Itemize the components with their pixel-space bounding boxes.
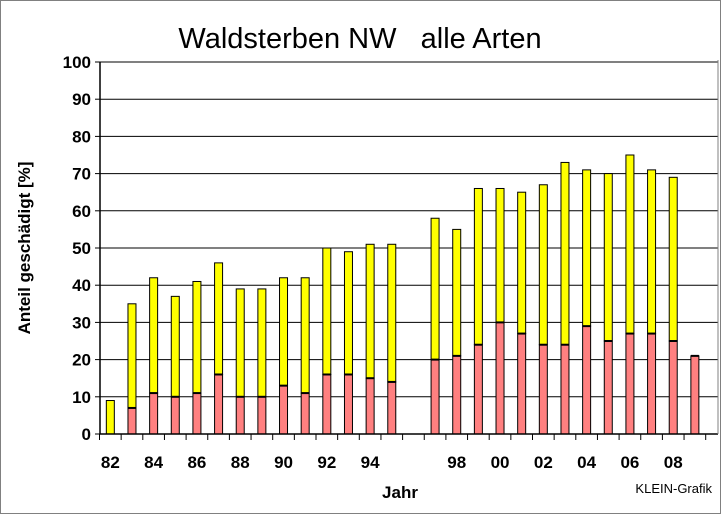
x-tick-label: 92 bbox=[317, 453, 336, 472]
bar-severe-92 bbox=[322, 373, 332, 435]
bar-total-00 bbox=[495, 187, 505, 323]
bar-severe-90 bbox=[279, 385, 289, 435]
y-tick-label: 10 bbox=[72, 388, 91, 407]
bar-severe-85 bbox=[170, 396, 180, 435]
y-tick-label: 0 bbox=[82, 425, 91, 444]
chart-title: Waldsterben NW alle Arten bbox=[178, 23, 541, 55]
x-tick-label: 88 bbox=[231, 453, 250, 472]
x-axis-label: Jahr bbox=[382, 483, 418, 502]
bar-severe-84 bbox=[149, 392, 159, 435]
y-tick-label: 60 bbox=[72, 202, 91, 221]
x-tick-label: 86 bbox=[187, 453, 206, 472]
y-tick-label: 20 bbox=[72, 351, 91, 370]
bar-severe-89 bbox=[257, 396, 267, 435]
bar-severe-86 bbox=[192, 392, 202, 435]
bar-total-83 bbox=[127, 303, 137, 409]
x-tick-label: 06 bbox=[620, 453, 639, 472]
credit-label: KLEIN-Grafik bbox=[635, 481, 712, 496]
bar-severe-91 bbox=[300, 392, 310, 435]
bar-severe-03 bbox=[560, 344, 570, 435]
bar-severe-08 bbox=[668, 340, 678, 435]
bar-total-99 bbox=[473, 187, 483, 346]
bar-total-88 bbox=[235, 288, 245, 398]
bar-severe-06 bbox=[625, 333, 635, 435]
x-tick-label: 08 bbox=[664, 453, 683, 472]
bar-severe-88 bbox=[235, 396, 245, 435]
x-tick-label: 00 bbox=[491, 453, 510, 472]
bar-severe-05 bbox=[603, 340, 613, 435]
bar-severe-09 bbox=[690, 355, 700, 435]
y-tick-label: 30 bbox=[72, 313, 91, 332]
bar-total-94 bbox=[365, 243, 375, 379]
bar-total-04 bbox=[582, 169, 592, 327]
x-tick-label: 94 bbox=[361, 453, 380, 472]
x-tick-label: 98 bbox=[447, 453, 466, 472]
y-tick-label: 90 bbox=[72, 90, 91, 109]
bar-total-98 bbox=[452, 228, 462, 357]
bar-total-06 bbox=[625, 154, 635, 335]
bar-severe-00 bbox=[495, 321, 505, 435]
bar-total-90 bbox=[279, 277, 289, 387]
y-tick-label: 100 bbox=[63, 53, 91, 72]
bar-severe-94 bbox=[365, 377, 375, 435]
x-tick-label: 84 bbox=[144, 453, 163, 472]
bar-severe-93 bbox=[343, 373, 353, 435]
bar-severe-95 bbox=[387, 381, 397, 435]
x-tick-label: 82 bbox=[101, 453, 120, 472]
x-tick-label: 90 bbox=[274, 453, 293, 472]
bar-total-85 bbox=[170, 295, 180, 398]
bar-severe-99 bbox=[473, 344, 483, 435]
bar-total-89 bbox=[257, 288, 267, 398]
bar-total-05 bbox=[603, 173, 613, 342]
bar-severe-04 bbox=[582, 325, 592, 435]
y-tick-label: 80 bbox=[72, 127, 91, 146]
x-tick-label: 02 bbox=[534, 453, 553, 472]
y-tick-label: 40 bbox=[72, 276, 91, 295]
bar-total-86 bbox=[192, 280, 202, 394]
bar-total-93 bbox=[343, 251, 353, 375]
bar-severe-07 bbox=[647, 333, 657, 435]
bar-total-82 bbox=[105, 400, 115, 435]
bar-total-03 bbox=[560, 161, 570, 346]
bar-severe-02 bbox=[538, 344, 548, 435]
y-axis-label: Anteil geschädigt [%] bbox=[15, 162, 34, 335]
bar-severe-87 bbox=[214, 373, 224, 435]
bar-severe-98 bbox=[452, 355, 462, 435]
bar-total-97 bbox=[430, 217, 440, 361]
bar-total-08 bbox=[668, 176, 678, 342]
x-tick-label: 04 bbox=[577, 453, 596, 472]
y-tick-label: 70 bbox=[72, 165, 91, 184]
bar-total-01 bbox=[517, 191, 527, 335]
bar-severe-01 bbox=[517, 333, 527, 435]
bar-total-84 bbox=[149, 277, 159, 394]
bar-total-91 bbox=[300, 277, 310, 394]
bar-severe-83 bbox=[127, 407, 137, 435]
bar-total-95 bbox=[387, 243, 397, 383]
bar-total-07 bbox=[647, 169, 657, 335]
bar-total-92 bbox=[322, 247, 332, 375]
y-tick-label: 50 bbox=[72, 239, 91, 258]
bar-total-87 bbox=[214, 262, 224, 375]
bar-total-02 bbox=[538, 184, 548, 346]
bar-severe-97 bbox=[430, 359, 440, 435]
